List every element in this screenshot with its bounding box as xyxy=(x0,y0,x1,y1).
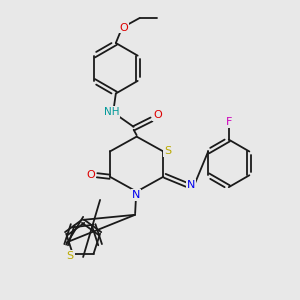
Text: N: N xyxy=(187,180,195,190)
Text: N: N xyxy=(131,190,140,200)
Text: O: O xyxy=(120,22,128,32)
Text: S: S xyxy=(164,146,171,156)
Text: NH: NH xyxy=(103,107,119,117)
Text: F: F xyxy=(226,117,232,128)
Text: O: O xyxy=(153,110,162,120)
Text: O: O xyxy=(87,170,95,180)
Text: S: S xyxy=(67,251,74,261)
